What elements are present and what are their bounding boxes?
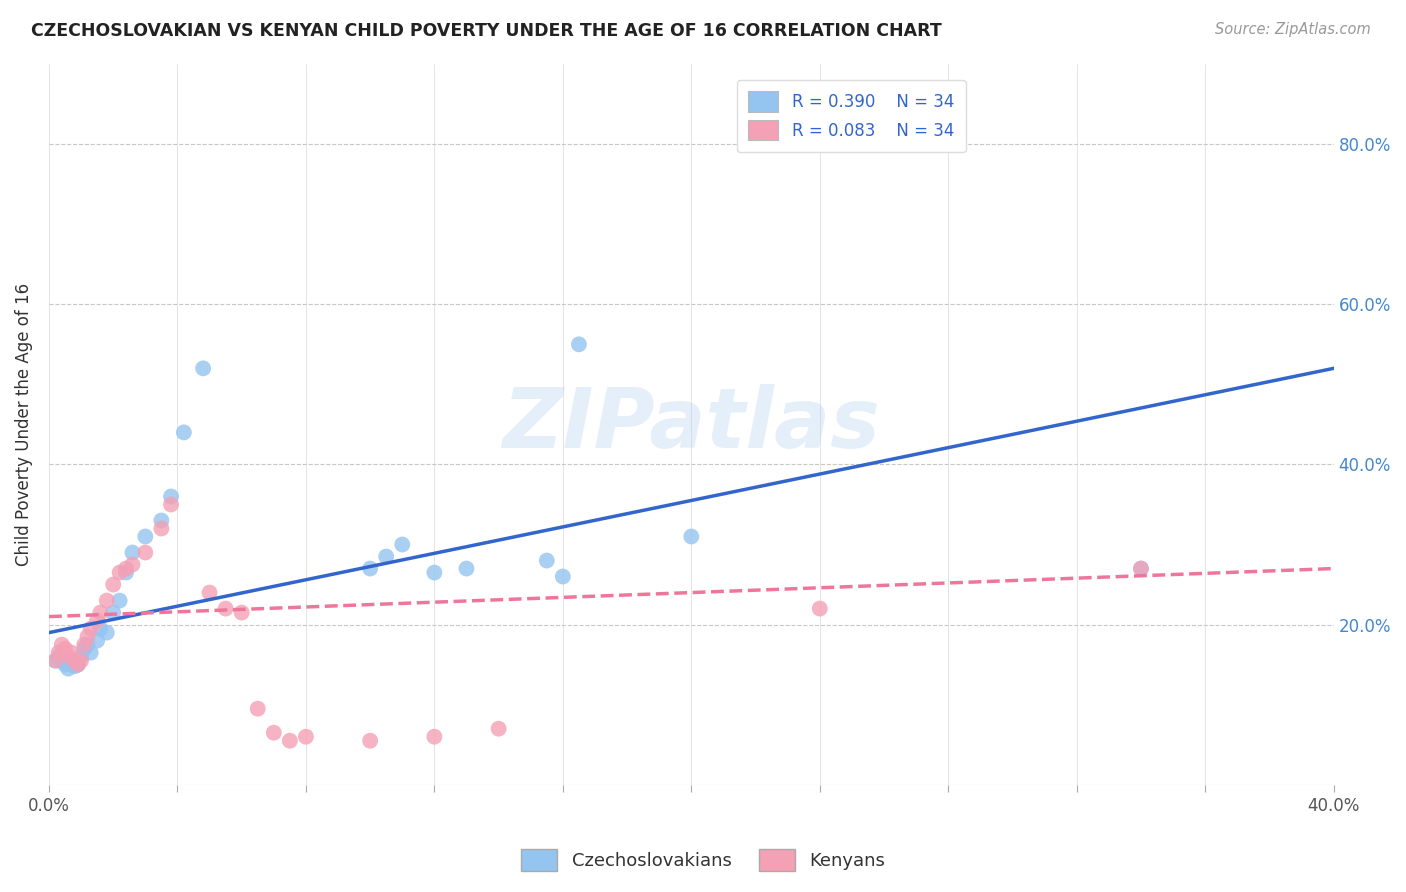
Point — [1129, 561, 1152, 575]
Point — [80, 622, 103, 636]
Point — [1129, 561, 1152, 575]
Point — [44, 654, 66, 668]
Point — [536, 553, 558, 567]
Point — [150, 521, 173, 535]
Point — [76, 630, 98, 644]
Point — [681, 529, 703, 543]
Point — [263, 725, 285, 739]
Point — [278, 733, 301, 747]
Point — [86, 614, 108, 628]
Point — [51, 638, 73, 652]
Point — [173, 425, 195, 440]
Text: CZECHOSLOVAKIAN VS KENYAN CHILD POVERTY UNDER THE AGE OF 16 CORRELATION CHART: CZECHOSLOVAKIAN VS KENYAN CHILD POVERTY … — [31, 22, 942, 40]
Point — [76, 638, 98, 652]
Point — [53, 657, 76, 672]
Point — [160, 490, 183, 504]
Point — [160, 498, 183, 512]
Point — [191, 361, 214, 376]
Point — [53, 641, 76, 656]
Point — [551, 569, 574, 583]
Point — [568, 337, 591, 351]
Point — [488, 722, 510, 736]
Point — [456, 561, 478, 575]
Point — [63, 659, 86, 673]
Point — [359, 561, 381, 575]
Point — [44, 654, 66, 668]
Text: ZIPatlas: ZIPatlas — [502, 384, 880, 465]
Legend: R = 0.390    N = 34, R = 0.083    N = 34: R = 0.390 N = 34, R = 0.083 N = 34 — [737, 79, 966, 152]
Text: Source: ZipAtlas.com: Source: ZipAtlas.com — [1215, 22, 1371, 37]
Point — [89, 622, 111, 636]
Point — [60, 654, 83, 668]
Point — [70, 649, 93, 664]
Point — [60, 646, 83, 660]
Point — [121, 558, 143, 572]
Point — [96, 625, 118, 640]
Point — [80, 646, 103, 660]
Point — [231, 606, 253, 620]
Point — [198, 585, 221, 599]
Point — [423, 566, 446, 580]
Point — [246, 701, 269, 715]
Point — [134, 529, 156, 543]
Point — [103, 577, 125, 591]
Point — [66, 657, 89, 672]
Legend: Czechoslovakians, Kenyans: Czechoslovakians, Kenyans — [513, 842, 893, 879]
Y-axis label: Child Poverty Under the Age of 16: Child Poverty Under the Age of 16 — [15, 283, 32, 566]
Point — [70, 654, 93, 668]
Point — [58, 649, 80, 664]
Point — [66, 657, 89, 672]
Point — [375, 549, 398, 564]
Point — [96, 593, 118, 607]
Point — [108, 593, 131, 607]
Point — [48, 646, 70, 660]
Point — [423, 730, 446, 744]
Point — [73, 641, 96, 656]
Point — [86, 633, 108, 648]
Point — [121, 545, 143, 559]
Point — [150, 514, 173, 528]
Point — [58, 662, 80, 676]
Point — [359, 733, 381, 747]
Point — [48, 649, 70, 664]
Point — [391, 537, 413, 551]
Point — [115, 561, 138, 575]
Point — [89, 606, 111, 620]
Point — [808, 601, 831, 615]
Point — [103, 606, 125, 620]
Point — [134, 545, 156, 559]
Point — [214, 601, 236, 615]
Point — [63, 654, 86, 668]
Point — [73, 638, 96, 652]
Point — [51, 654, 73, 668]
Point — [115, 566, 138, 580]
Point — [295, 730, 318, 744]
Point — [108, 566, 131, 580]
